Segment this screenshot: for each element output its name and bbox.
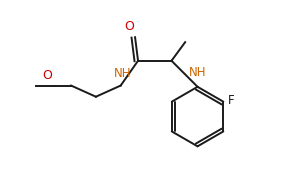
- Text: O: O: [43, 69, 52, 82]
- Text: F: F: [228, 94, 235, 107]
- Text: O: O: [124, 20, 134, 33]
- Text: NH: NH: [114, 67, 131, 80]
- Text: NH: NH: [189, 66, 206, 79]
